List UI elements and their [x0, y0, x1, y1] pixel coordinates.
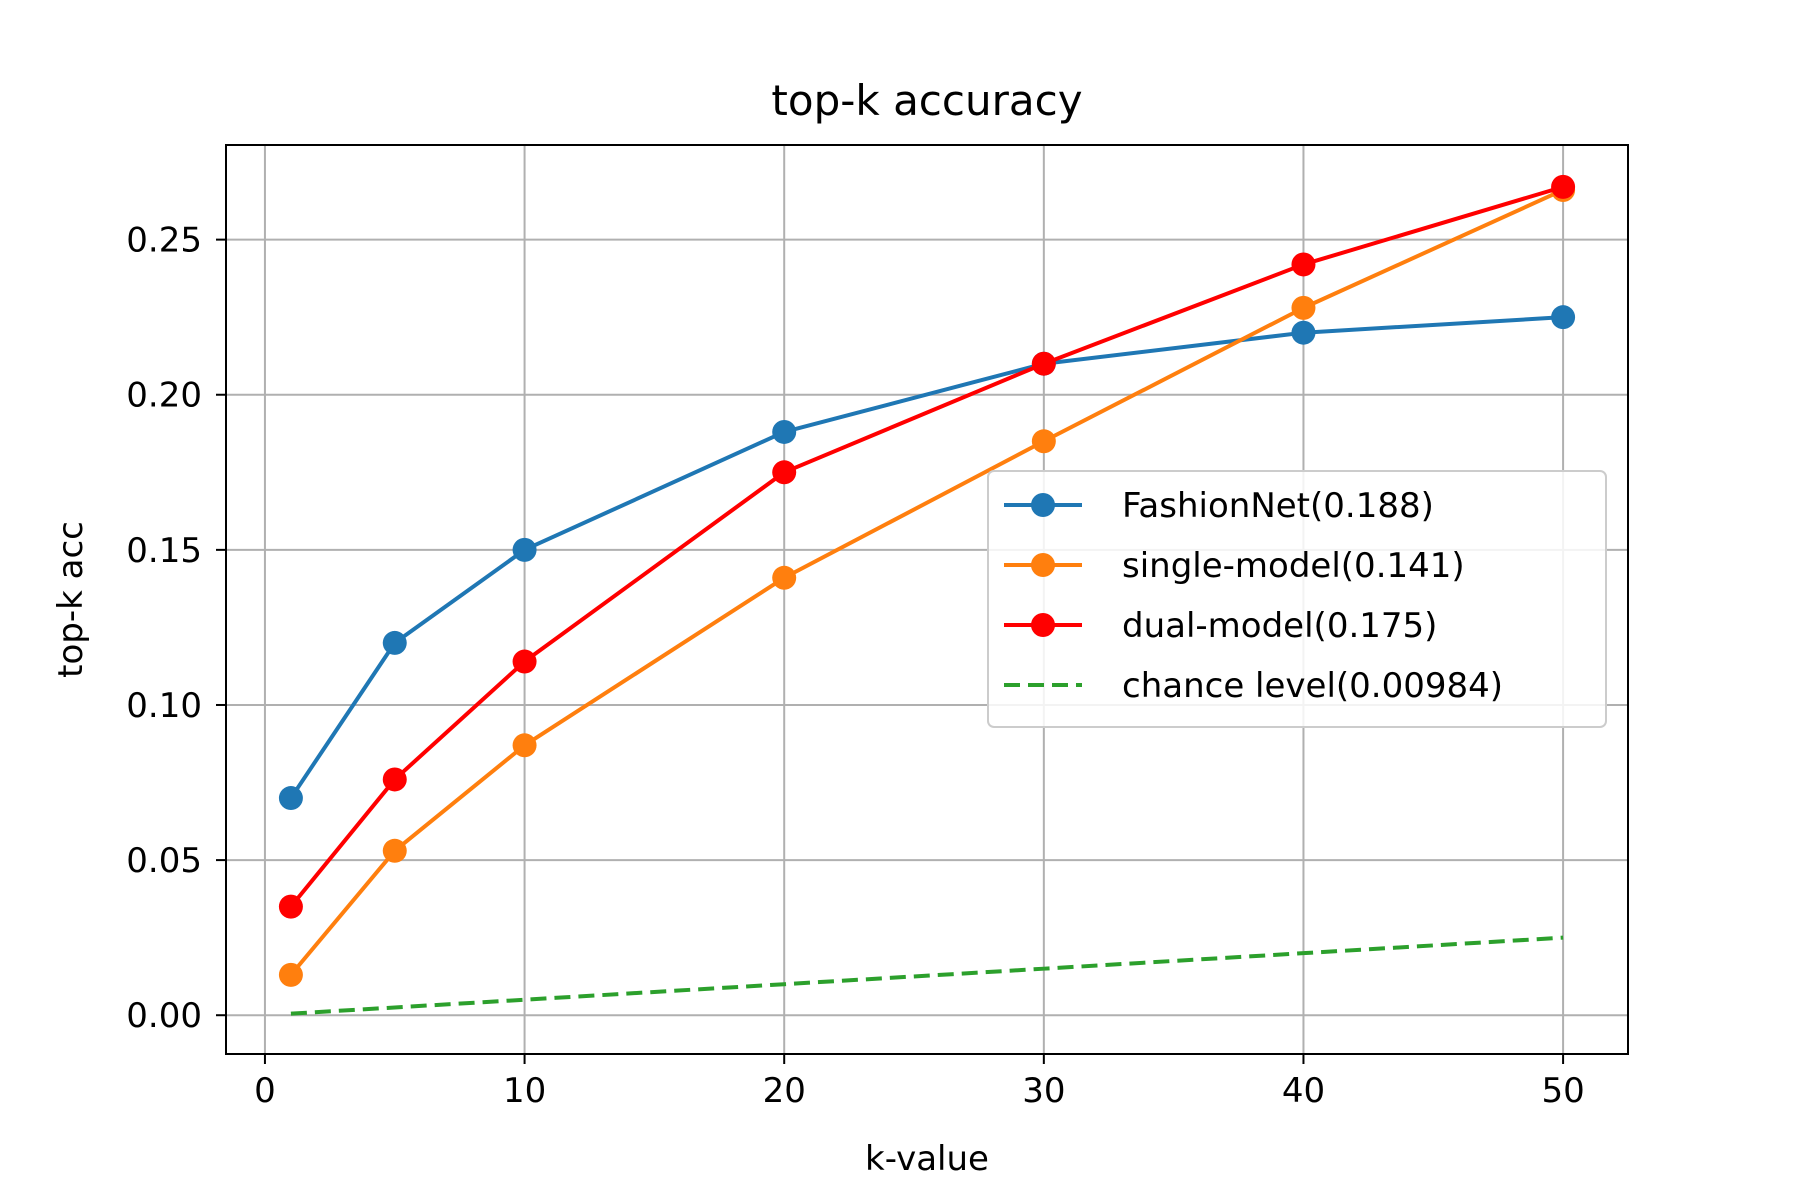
data-point-dual-model: [772, 460, 797, 485]
x-tick-label: 40: [1282, 1071, 1325, 1111]
data-point-dual-model: [1031, 351, 1056, 376]
series-line-chance-level: [290, 935, 1564, 1016]
data-point-fashionnet: [1551, 305, 1576, 330]
legend-marker-fashionnet: [1031, 493, 1055, 517]
legend-marker-single-model: [1031, 553, 1055, 577]
y-tick-label: 0.15: [126, 531, 202, 571]
y-tick-label: 0.25: [126, 221, 202, 261]
x-tick-label: 10: [503, 1071, 546, 1111]
y-tick-label: 0.00: [126, 996, 202, 1036]
x-tick-label: 30: [1022, 1071, 1065, 1111]
data-point-single-model: [1291, 295, 1316, 320]
data-point-dual-model: [512, 649, 537, 674]
data-point-fashionnet: [1291, 320, 1316, 345]
legend-label-fashionnet: FashionNet(0.188): [1122, 486, 1434, 526]
y-tick-label: 0.05: [126, 841, 202, 881]
legend-label-single-model: single-model(0.141): [1122, 546, 1465, 586]
data-point-single-model: [1031, 429, 1056, 454]
data-point-fashionnet: [278, 786, 303, 811]
plot-frame: [225, 144, 1629, 1055]
x-axis-title: k-value: [865, 1139, 989, 1179]
legend-label-dual-model: dual-model(0.175): [1122, 606, 1437, 646]
data-point-dual-model: [278, 894, 303, 919]
y-tick-label: 0.20: [126, 376, 202, 416]
y-tick-label: 0.10: [126, 686, 202, 726]
data-point-single-model: [772, 565, 797, 590]
data-point-single-model: [278, 962, 303, 987]
x-tick-label: 20: [763, 1071, 806, 1111]
series-chance-level: [290, 935, 1564, 1016]
data-point-dual-model: [1291, 252, 1316, 277]
data-point-dual-model: [1551, 174, 1576, 199]
legend-marker-dual-model: [1031, 613, 1055, 637]
data-point-fashionnet: [382, 630, 407, 655]
legend: FashionNet(0.188) single-model(0.141) dual…: [987, 470, 1607, 728]
axis-ticks: 0 10 20 30 40 50 0.00 0.05 0.10 0.15 0.20 0.25: [126, 221, 1584, 1111]
x-tick-label: 0: [254, 1071, 276, 1111]
data-point-single-model: [382, 838, 407, 863]
legend-label-chance-level: chance level(0.00984): [1122, 666, 1503, 706]
data-point-single-model: [512, 733, 537, 758]
data-point-fashionnet: [512, 537, 537, 562]
chart-title: top-k accuracy: [771, 76, 1082, 125]
legend-box: [987, 470, 1607, 728]
x-tick-label: 50: [1541, 1071, 1584, 1111]
series-dual-model: [278, 174, 1576, 919]
plot-series: [278, 174, 1576, 1016]
data-point-fashionnet: [772, 419, 797, 444]
data-point-dual-model: [382, 767, 407, 792]
y-axis-title: top-k acc: [51, 521, 91, 678]
